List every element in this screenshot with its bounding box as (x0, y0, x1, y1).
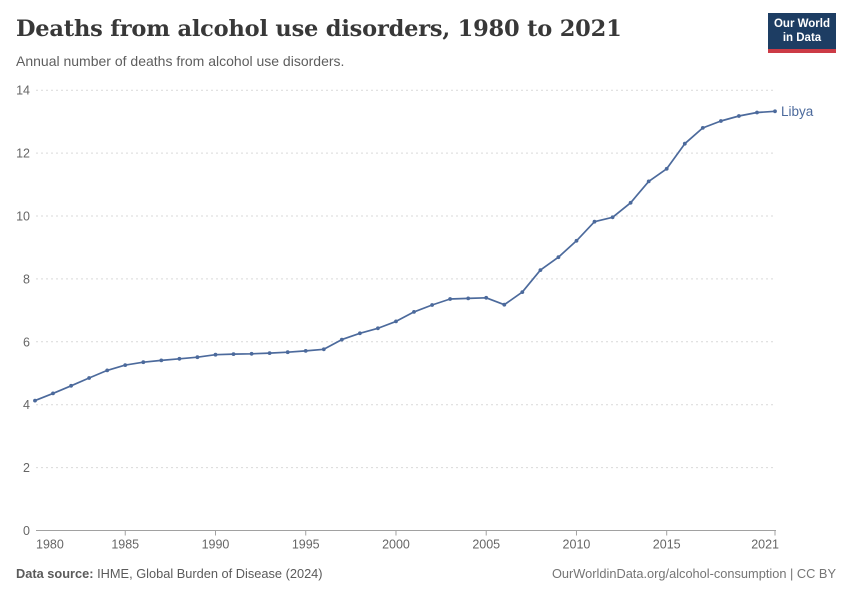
data-point-2003[interactable] (448, 297, 452, 301)
data-point-2007[interactable] (520, 290, 525, 294)
data-point-1994[interactable] (285, 350, 290, 355)
owid-logo-red-bar (768, 48, 836, 53)
owid-logo[interactable]: Our World in Data (768, 13, 836, 53)
x-tick-label-2005: 2005 (472, 538, 500, 552)
data-point-1992[interactable] (249, 351, 254, 356)
owid-logo-box: Our World in Data (768, 13, 836, 49)
y-tick-label-8: 8 (23, 272, 30, 286)
data-point-1997[interactable] (339, 337, 344, 342)
data-point-2017[interactable] (700, 126, 705, 130)
data-point-1993[interactable] (267, 351, 272, 355)
chart-subtitle: Annual number of deaths from alcohol use… (16, 53, 345, 69)
y-tick-label-10: 10 (16, 210, 30, 224)
x-tick-label-1985: 1985 (111, 538, 139, 552)
data-point-1988[interactable] (177, 356, 182, 361)
y-tick-label-12: 12 (16, 147, 30, 161)
data-point-2000[interactable] (394, 319, 398, 324)
data-point-1996[interactable] (321, 347, 326, 352)
chart-footer: Data source: IHME, Global Burden of Dise… (16, 566, 836, 581)
data-point-2010[interactable] (574, 238, 579, 243)
data-point-2001[interactable] (412, 310, 416, 314)
series-label-libya[interactable]: Libya (781, 104, 814, 119)
data-point-1989[interactable] (195, 355, 200, 360)
data-point-2009[interactable] (556, 255, 561, 260)
data-point-1995[interactable] (303, 349, 308, 353)
x-tick-label-2010: 2010 (563, 538, 591, 552)
data-point-2014[interactable] (646, 179, 651, 184)
y-tick-label-14: 14 (16, 84, 30, 98)
data-point-1991[interactable] (231, 352, 236, 356)
x-tick-label-2015: 2015 (653, 538, 681, 552)
data-point-1980[interactable] (33, 398, 37, 403)
data-point-2012[interactable] (610, 215, 615, 220)
data-point-2006[interactable] (502, 302, 507, 307)
data-point-1981[interactable] (51, 391, 55, 396)
data-point-2011[interactable] (592, 219, 597, 224)
data-source-text: IHME, Global Burden of Disease (2024) (93, 566, 323, 581)
x-tick-label-2021: 2021 (751, 538, 779, 552)
owid-logo-line1: Our World (773, 18, 830, 30)
data-point-1987[interactable] (159, 358, 164, 363)
data-point-1986[interactable] (141, 360, 146, 365)
y-tick-label-4: 4 (23, 398, 30, 412)
x-tick-label-2000: 2000 (382, 538, 410, 552)
data-point-2016[interactable] (682, 141, 687, 146)
data-point-1983[interactable] (87, 376, 91, 380)
data-source-note: Data source: IHME, Global Burden of Dise… (16, 566, 323, 581)
data-point-1985[interactable] (123, 363, 128, 367)
y-tick-label-2: 2 (23, 461, 30, 475)
footer-citation-link[interactable]: OurWorldinData.org/alcohol-consumption |… (551, 566, 836, 581)
data-point-2008[interactable] (538, 268, 543, 272)
data-point-1990[interactable] (213, 352, 218, 357)
data-point-2019[interactable] (737, 114, 741, 118)
data-point-1998[interactable] (358, 331, 362, 336)
data-point-2005[interactable] (484, 295, 489, 300)
owid-logo-line2: in Data (782, 32, 822, 45)
data-point-2020[interactable] (755, 110, 759, 115)
data-source-label: Data source: (16, 566, 94, 581)
data-point-2018[interactable] (719, 119, 723, 123)
data-point-1999[interactable] (376, 326, 380, 331)
data-point-2021[interactable] (773, 109, 777, 114)
data-point-1984[interactable] (105, 368, 110, 373)
data-point-2002[interactable] (430, 303, 434, 307)
y-tick-label-6: 6 (23, 335, 30, 349)
data-point-1982[interactable] (69, 383, 73, 388)
data-point-2015[interactable] (664, 166, 669, 171)
data-line-libya[interactable] (34, 110, 776, 402)
page-title: Deaths from alcohol use disorders, 1980 … (16, 16, 622, 42)
data-point-2004[interactable] (466, 296, 471, 301)
x-tick-label-1995: 1995 (292, 538, 320, 552)
x-tick-label-1990: 1990 (202, 538, 230, 552)
x-tick-label-1980: 1980 (36, 538, 64, 552)
y-tick-label-0: 0 (23, 524, 30, 538)
data-point-2013[interactable] (628, 200, 633, 205)
